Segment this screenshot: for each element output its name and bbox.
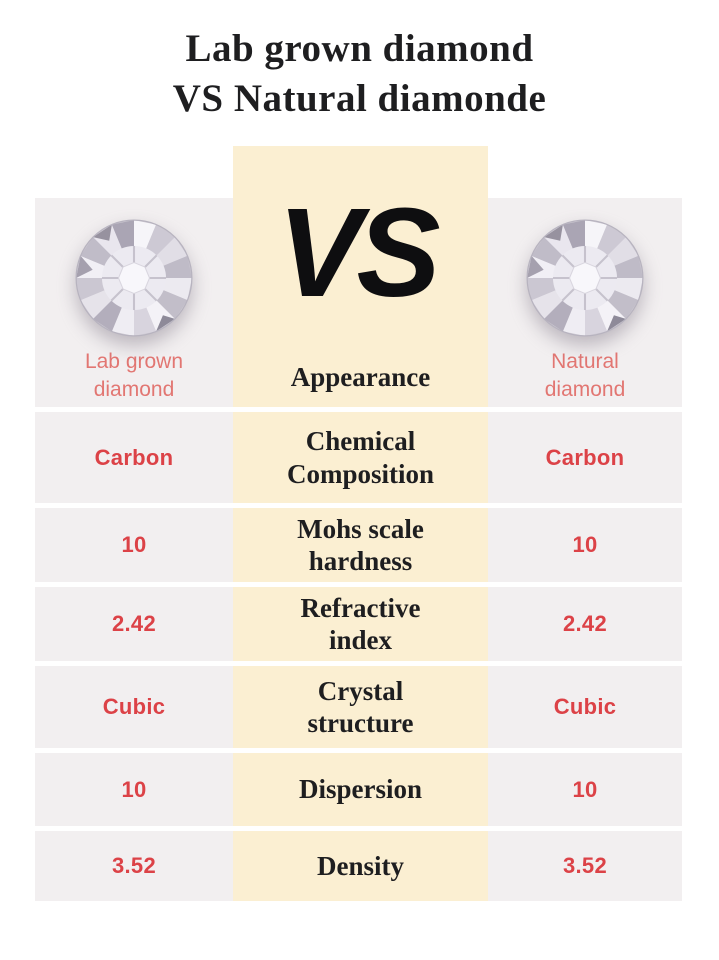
vs-header-cell: VS Appearance: [233, 190, 488, 407]
natural-chemical-composition-value: Carbon: [488, 412, 682, 503]
lab-crystal-structure-value: Cubic: [35, 666, 233, 748]
lab-diamond-image: [75, 219, 193, 337]
natural-diamond-label: Natural diamond: [544, 350, 626, 401]
natural-mohs-hardness-value: 10: [488, 508, 682, 582]
natural-diamond-header-cell: Natural diamond: [488, 198, 682, 407]
property-label-crystal-structure: Crystal structure: [307, 675, 414, 738]
natural-refractive-index-value: 2.42: [488, 587, 682, 661]
lab-mohs-hardness-value: 10: [35, 508, 233, 582]
infographic-page: Lab grown diamond VS Natural diamonde: [0, 0, 719, 901]
property-label-dispersion: Dispersion: [298, 774, 423, 805]
title-line-1: Lab grown diamond: [185, 27, 534, 70]
vs-badge: VS: [277, 182, 440, 323]
natural-crystal-structure-value: Cubic: [488, 666, 682, 748]
property-label-appearance: Appearance: [290, 361, 431, 392]
lab-chemical-composition-value: Carbon: [35, 412, 233, 503]
lab-diamond-header-cell: Lab grown diamond: [35, 198, 233, 407]
property-label-mohs-hardness: Mohs scale hardness: [297, 513, 424, 576]
natural-density-value: 3.52: [488, 831, 682, 901]
property-label-density: Density: [317, 850, 404, 881]
lab-refractive-index-value: 2.42: [35, 587, 233, 661]
property-label-refractive-index: Refractive index: [300, 592, 421, 655]
lab-dispersion-value: 10: [35, 753, 233, 826]
natural-diamond-image: [526, 219, 644, 337]
page-title: Lab grown diamond VS Natural diamonde: [0, 0, 719, 124]
lab-diamond-label: Lab grown diamond: [84, 350, 184, 401]
property-label-chemical-composition: Chemical Composition: [286, 426, 435, 489]
title-line-2: VS Natural diamonde: [172, 77, 547, 120]
comparison-table: Lab grown diamond VS Appearance Natural …: [35, 146, 682, 901]
natural-dispersion-value: 10: [488, 753, 682, 826]
center-column-cap: [233, 146, 488, 198]
lab-density-value: 3.52: [35, 831, 233, 901]
